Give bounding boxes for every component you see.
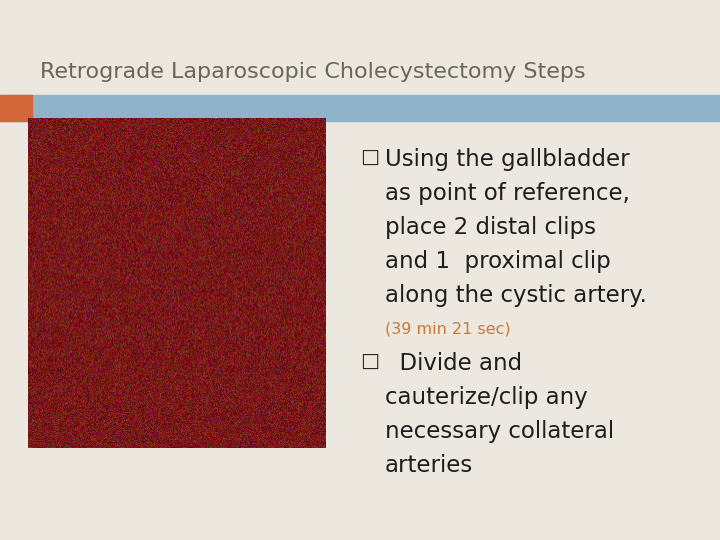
Bar <box>0 95 720 121</box>
Bar <box>0 95 32 121</box>
Text: □: □ <box>360 352 379 371</box>
Text: necessary collateral: necessary collateral <box>385 420 614 443</box>
Text: cauterize/clip any: cauterize/clip any <box>385 386 588 409</box>
Text: as point of reference,: as point of reference, <box>385 182 630 205</box>
Text: Divide and: Divide and <box>385 352 522 375</box>
Text: and 1  proximal clip: and 1 proximal clip <box>385 250 611 273</box>
Text: arteries: arteries <box>385 454 473 477</box>
Text: place 2 distal clips: place 2 distal clips <box>385 216 596 239</box>
Text: □: □ <box>360 148 379 167</box>
Text: along the cystic artery.: along the cystic artery. <box>385 284 647 307</box>
Text: Using the gallbladder: Using the gallbladder <box>385 148 629 171</box>
Text: Retrograde Laparoscopic Cholecystectomy Steps: Retrograde Laparoscopic Cholecystectomy … <box>40 62 585 82</box>
Text: (39 min 21 sec): (39 min 21 sec) <box>385 322 510 337</box>
